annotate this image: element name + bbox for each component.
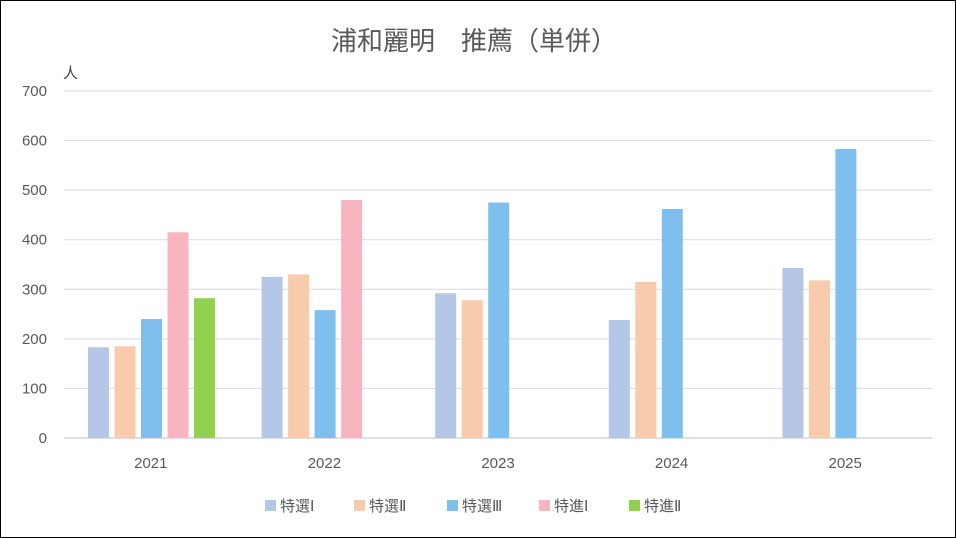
- legend-swatch: [629, 500, 640, 511]
- y-tick-label: 400: [22, 232, 47, 249]
- y-tick-label: 200: [22, 331, 47, 348]
- bar: [435, 293, 457, 438]
- bar: [88, 347, 109, 438]
- y-tick-label: 300: [22, 281, 47, 298]
- y-tick-label: 100: [22, 380, 47, 397]
- bar: [608, 320, 630, 438]
- legend-label: 特進Ⅱ: [644, 497, 681, 515]
- bar: [808, 280, 830, 438]
- bar: [194, 298, 215, 438]
- bar: [488, 202, 510, 438]
- bar: [114, 346, 136, 438]
- legend-swatch: [447, 500, 458, 511]
- y-tick-label: 0: [39, 430, 47, 447]
- legend-swatch: [265, 500, 276, 511]
- y-axis-unit-label: 人: [63, 64, 78, 82]
- y-tick-label: 700: [22, 83, 47, 100]
- bar: [167, 232, 189, 438]
- x-tick-label: 2022: [308, 455, 341, 472]
- x-tick-label: 2025: [829, 455, 862, 472]
- legend-swatch: [354, 500, 365, 511]
- bar: [835, 148, 857, 438]
- y-tick-label: 500: [22, 182, 47, 199]
- y-tick-label: 600: [22, 133, 47, 150]
- bar: [782, 267, 804, 438]
- x-tick-label: 2023: [481, 455, 514, 472]
- legend-swatch: [539, 500, 550, 511]
- bar: [461, 300, 483, 438]
- bar: [635, 281, 657, 438]
- bars: [88, 148, 857, 438]
- bar: [288, 274, 310, 438]
- legend-label: 特進Ⅰ: [554, 497, 588, 515]
- chart-title: 浦和麗明 推薦（単併）: [331, 27, 617, 57]
- x-axis-ticks: 2021 2022 2023 2024 2025: [134, 455, 862, 472]
- legend-label: 特選Ⅲ: [462, 497, 502, 515]
- bar: [314, 310, 336, 438]
- bar: [661, 208, 683, 438]
- legend-label: 特選Ⅱ: [369, 497, 406, 515]
- x-tick-label: 2024: [655, 455, 688, 472]
- bar: [261, 276, 283, 438]
- x-tick-label: 2021: [134, 455, 167, 472]
- bar: [341, 200, 363, 438]
- y-axis-ticks: 0 100 200 300 400 500 600 700: [22, 83, 47, 447]
- bar: [141, 319, 162, 438]
- legend-label: 特選Ⅰ: [280, 497, 314, 515]
- legend: 特選Ⅰ 特選Ⅱ 特選Ⅲ 特進Ⅰ 特進Ⅱ: [265, 497, 681, 515]
